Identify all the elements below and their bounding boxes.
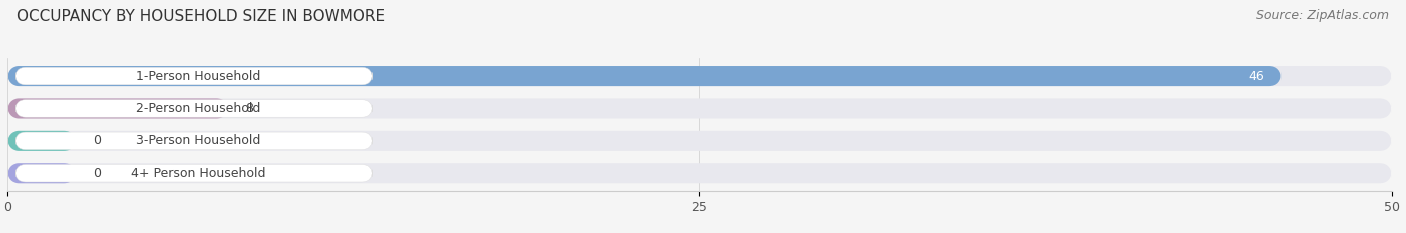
Text: 4+ Person Household: 4+ Person Household xyxy=(131,167,266,180)
FancyBboxPatch shape xyxy=(15,132,373,150)
Text: 8: 8 xyxy=(245,102,253,115)
FancyBboxPatch shape xyxy=(15,100,373,117)
FancyBboxPatch shape xyxy=(7,163,76,183)
Text: 46: 46 xyxy=(1249,70,1264,82)
FancyBboxPatch shape xyxy=(7,66,1281,86)
Text: Source: ZipAtlas.com: Source: ZipAtlas.com xyxy=(1256,9,1389,22)
FancyBboxPatch shape xyxy=(7,131,1392,151)
FancyBboxPatch shape xyxy=(7,66,1392,86)
FancyBboxPatch shape xyxy=(15,164,373,182)
FancyBboxPatch shape xyxy=(7,98,1392,119)
Text: 0: 0 xyxy=(93,134,101,147)
Text: 3-Person Household: 3-Person Household xyxy=(136,134,260,147)
FancyBboxPatch shape xyxy=(7,163,1392,183)
FancyBboxPatch shape xyxy=(7,98,229,119)
FancyBboxPatch shape xyxy=(15,67,373,85)
FancyBboxPatch shape xyxy=(7,131,76,151)
Text: 0: 0 xyxy=(93,167,101,180)
Text: OCCUPANCY BY HOUSEHOLD SIZE IN BOWMORE: OCCUPANCY BY HOUSEHOLD SIZE IN BOWMORE xyxy=(17,9,385,24)
Text: 1-Person Household: 1-Person Household xyxy=(136,70,260,82)
Text: 2-Person Household: 2-Person Household xyxy=(136,102,260,115)
